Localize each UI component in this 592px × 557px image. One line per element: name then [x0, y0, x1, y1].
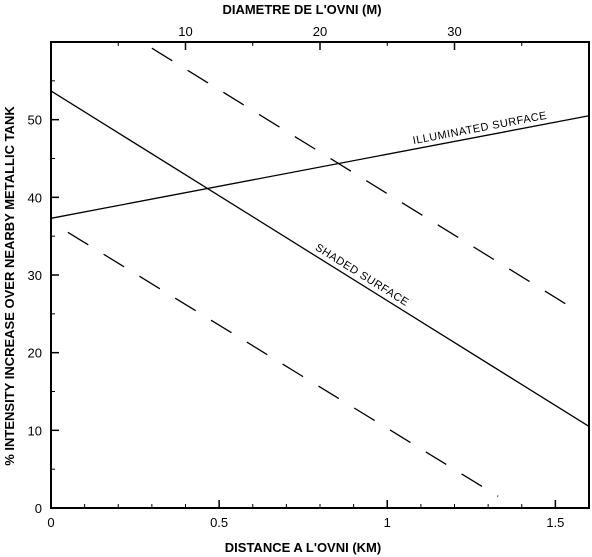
y-tick-label: 50 — [28, 113, 42, 128]
y-tick-label: 40 — [28, 190, 42, 205]
top-x-tick-label: 10 — [178, 24, 192, 39]
shaded-surface-line — [50, 90, 590, 428]
illuminated-surface-label: ILLUMINATED SURFACE — [412, 110, 548, 147]
y-tick-label: 20 — [28, 346, 42, 361]
x-tick-label: 0 — [47, 515, 54, 530]
x-tick-label: 1.5 — [546, 515, 564, 530]
top-x-tick-label: 30 — [447, 24, 461, 39]
x-axis-title: DISTANCE A L'OVNI (KM) — [225, 540, 381, 555]
y-tick-label: 0 — [35, 501, 42, 516]
illuminated-surface-line — [50, 115, 590, 219]
plot-frame — [50, 41, 590, 509]
top-x-tick-label: 20 — [313, 24, 327, 39]
y-tick-label: 30 — [28, 268, 42, 283]
x-tick-label: 0.5 — [210, 515, 228, 530]
x-tick-label: 1 — [384, 515, 391, 530]
y-tick-label: 10 — [28, 423, 42, 438]
y-axis-title: % INTENSITY INCREASE OVER NEARBY METALLI… — [2, 106, 17, 466]
top-x-axis-title: DIAMETRE DE L'OVNI (M) — [222, 2, 381, 17]
shaded-surface-label: SHADED SURFACE — [313, 242, 411, 309]
lower-dashed-line — [67, 231, 499, 497]
